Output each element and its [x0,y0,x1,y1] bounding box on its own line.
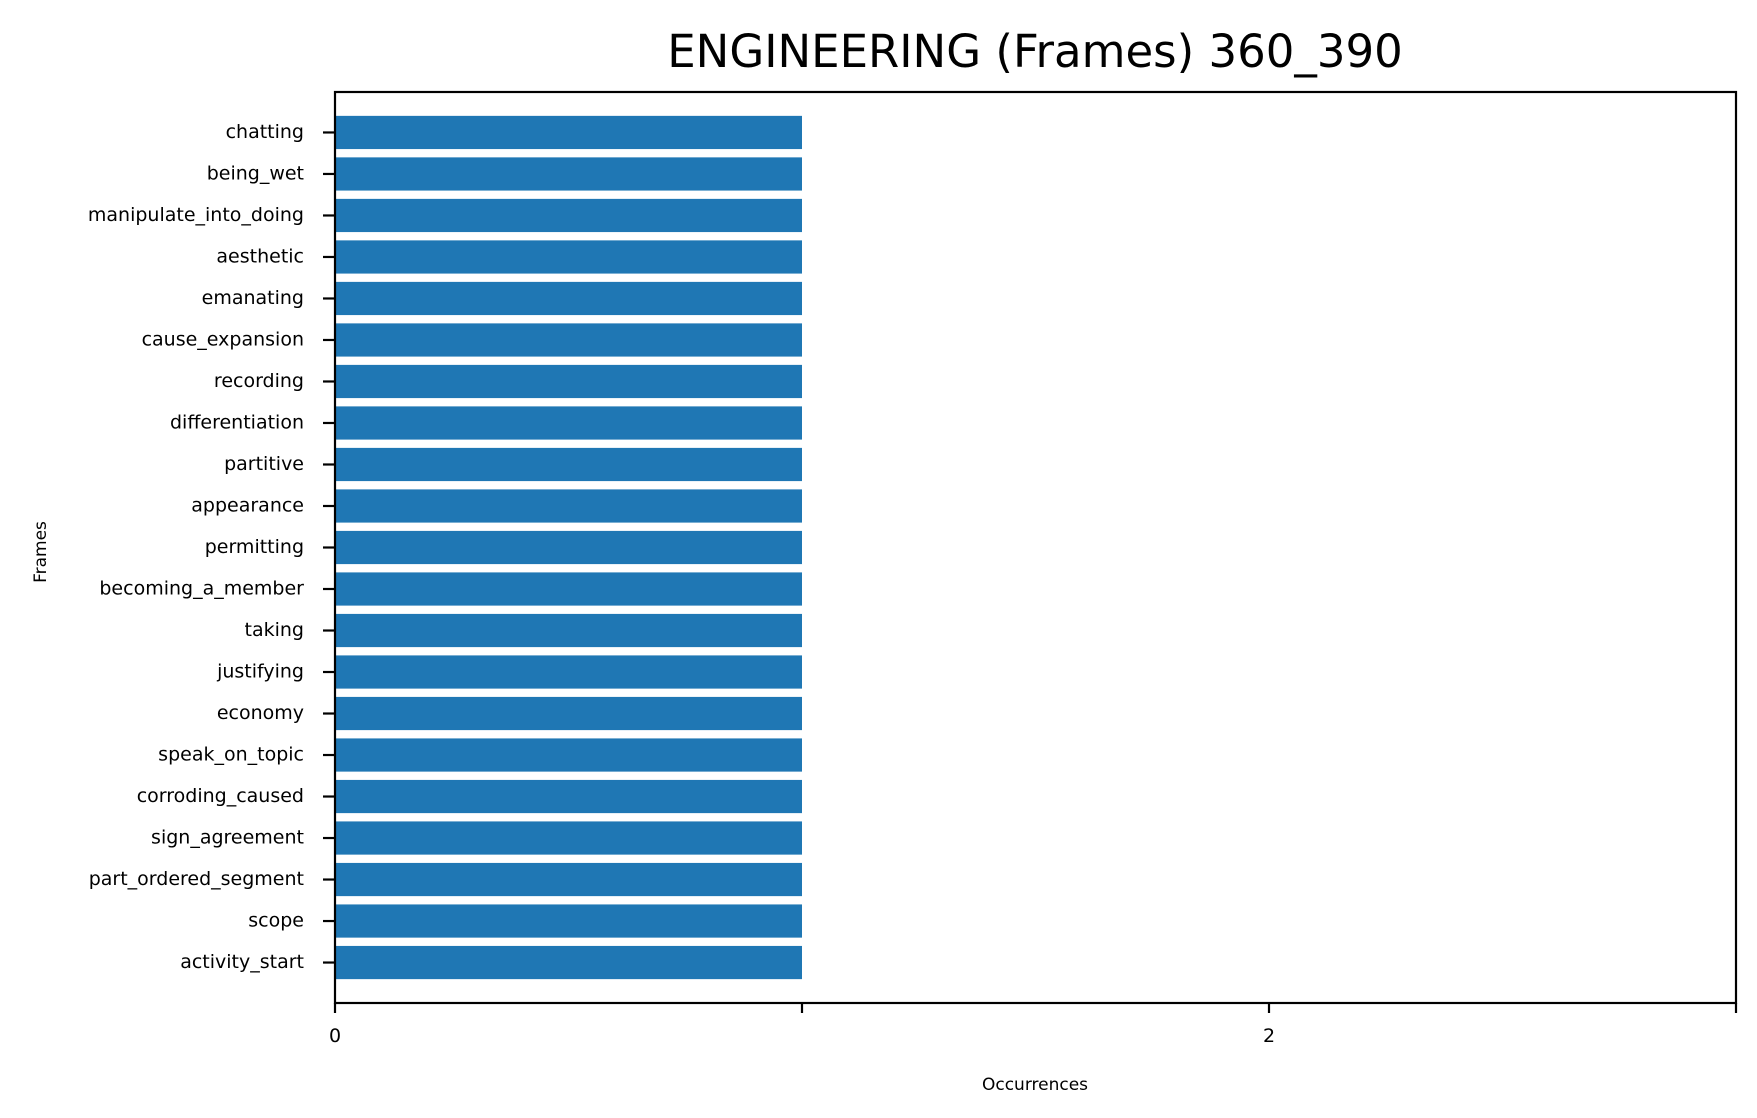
x-tick-label: 2 [1263,1025,1275,1047]
y-tick-label: appearance [191,494,304,516]
bar-scope [335,904,802,938]
bar-part_ordered_segment [335,862,802,897]
y-tick-label: manipulate_into_doing [88,204,304,226]
y-tick-label: differentiation [170,411,304,433]
bar-differentiation [335,406,802,440]
bar-being_wet [335,157,802,191]
bar-partitive [335,447,802,482]
bar-corroding_caused [335,779,802,814]
y-tick-label: corroding_caused [137,785,304,807]
chart-title: ENGINEERING (Frames) 360_390 [667,25,1403,78]
bar-becoming_a_member [335,572,802,606]
bar-appearance [335,489,802,523]
y-tick-label: recording [214,370,304,392]
y-tick-label: aesthetic [216,245,304,267]
plot-frame [333,90,1738,1005]
bar-chatting [335,115,802,150]
y-tick-label: emanating [202,287,304,309]
bar-speak_on_topic [335,738,802,772]
bar-economy [335,696,802,731]
bars-group [335,115,802,980]
y-tick-label: chatting [226,121,304,143]
y-tick-label: partitive [224,453,304,475]
bar-manipulate_into_doing [335,198,802,233]
bar-cause_expansion [335,323,802,357]
bar-permitting [335,530,802,565]
bar-aesthetic [335,240,802,274]
y-axis-ticks: chatting being_wet manipulate_into_doingae… [88,121,335,973]
bar-justifying [335,655,802,689]
y-tick-label: part_ordered_segment [89,868,304,890]
y-tick-label: being_wet [207,162,304,184]
y-tick-label: taking [245,619,304,641]
bar-taking [335,613,802,648]
y-tick-label: cause_expansion [142,328,304,350]
bar-recording [335,364,802,399]
y-tick-label: becoming_a_member [99,578,304,600]
x-tick-label: 0 [329,1025,341,1047]
y-tick-label: justifying [216,661,304,683]
y-tick-label: sign_agreement [151,827,304,849]
bar-activity_start [335,945,802,980]
y-axis-label: Frames [31,521,51,583]
bar-sign_agreement [335,821,802,855]
y-tick-label: permitting [205,536,304,558]
y-tick-label: economy [217,702,304,724]
x-axis-label: Occurrences [982,1075,1088,1095]
y-tick-label: speak_on_topic [158,744,304,766]
y-tick-label: scope [248,910,304,932]
y-tick-label: activity_start [180,951,304,973]
bar-emanating [335,281,802,316]
